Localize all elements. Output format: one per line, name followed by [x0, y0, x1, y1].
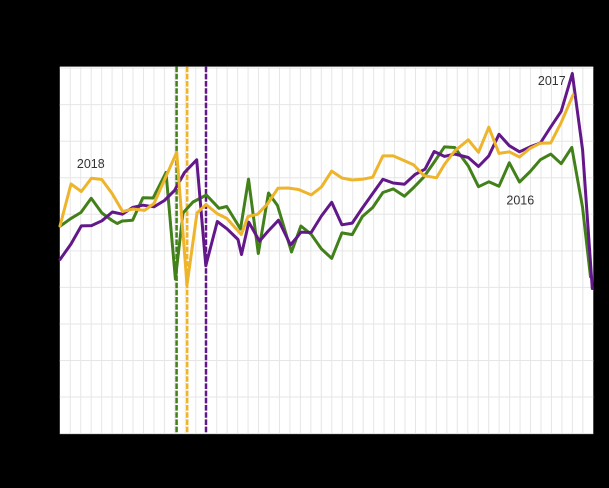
svg-text:2017: 2017	[538, 74, 566, 88]
svg-text:2016: 2016	[506, 193, 534, 207]
svg-text:2018: 2018	[77, 157, 105, 171]
